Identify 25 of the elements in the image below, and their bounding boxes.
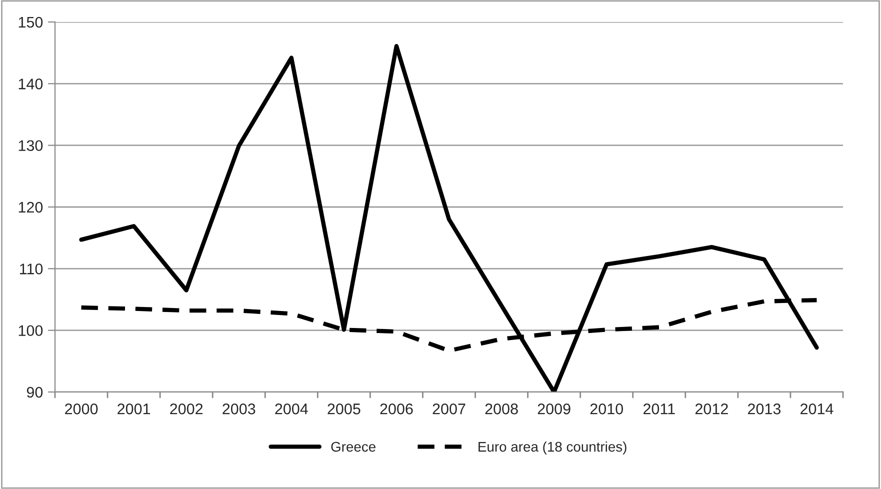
x-tick-label: 2000 <box>65 404 98 414</box>
line-series <box>79 44 819 392</box>
y-tick-label: 150 <box>18 16 43 28</box>
x-tick-label: 2010 <box>590 404 623 414</box>
y-tick-label: 130 <box>18 140 43 152</box>
x-tick-label: 2005 <box>328 404 360 414</box>
x-tick-label: 2009 <box>538 404 570 414</box>
y-tick-label: 120 <box>18 202 43 213</box>
x-tick-label: 2014 <box>800 404 834 414</box>
x-tick-label: 2002 <box>170 404 203 414</box>
x-tick-label: 2011 <box>643 404 675 414</box>
y-tick-label: 100 <box>18 325 43 336</box>
legend-label: Euro area (18 countries) <box>478 442 626 454</box>
legend-label: Greece <box>331 442 376 452</box>
x-tick-label: 2004 <box>275 404 308 414</box>
x-tick-label: 2013 <box>748 404 781 414</box>
x-tick-label: 2008 <box>485 404 518 414</box>
y-tick-label: 90 <box>26 386 43 398</box>
x-tick-label: 2001 <box>118 404 150 414</box>
x-tick-label: 2007 <box>432 404 466 414</box>
x-tick-label: 2012 <box>695 404 728 414</box>
x-tick-label: 2006 <box>380 404 413 414</box>
y-tick-label: 110 <box>20 264 43 274</box>
x-tick-label: 2003 <box>222 404 256 414</box>
y-tick-label: 140 <box>18 78 43 90</box>
